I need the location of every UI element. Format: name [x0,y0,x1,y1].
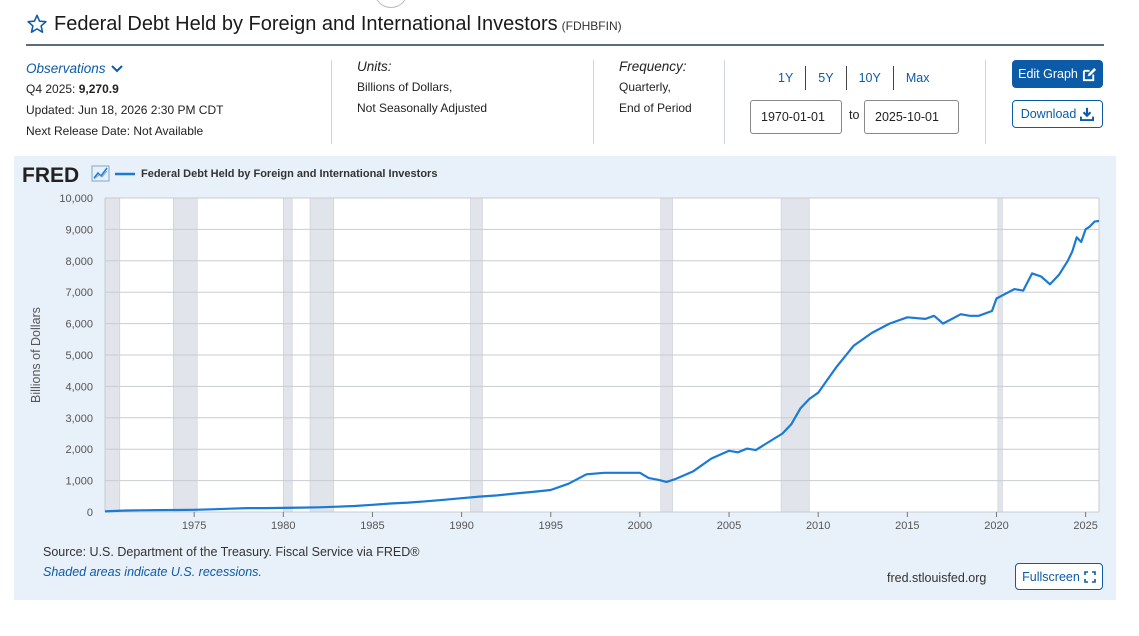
frequency-line2: End of Period [619,101,692,115]
x-tick-label: 1985 [360,520,384,532]
column-divider [331,60,332,144]
units-heading: Units: [357,59,392,74]
latest-observation: Q4 2025: 9,270.9 [26,79,223,100]
observation-value: 9,270.9 [78,82,119,96]
date-to-label: to [849,108,860,122]
y-axis-label: Billions of Dollars [29,307,43,403]
x-tick-label: 2005 [717,520,741,532]
edit-graph-button[interactable]: Edit Graph [1012,60,1103,88]
fullscreen-button[interactable]: Fullscreen [1015,563,1103,590]
x-tick-label: 2000 [628,520,652,532]
source-text: Source: U.S. Department of the Treasury.… [43,545,420,559]
y-tick-label: 8,000 [65,256,93,268]
range-max-button[interactable]: Max [905,71,930,85]
y-tick-label: 1,000 [65,476,93,488]
fullscreen-label: Fullscreen [1022,569,1080,584]
y-tick-label: 4,000 [65,381,93,393]
graph-panel: 0 1,000 2,000 3,000 4,000 5,000 6,000 7,000 8,00… [14,156,1116,600]
updated-text: Updated: Jun 18, 2026 2:30 PM CDT [26,103,224,117]
x-tick-label: 1975 [182,520,206,532]
frequency-heading: Frequency: [619,59,687,74]
frequency-line1: Quarterly, [619,80,671,94]
column-divider [724,60,725,144]
x-tick-label: 2025 [1073,520,1097,532]
range-5y-button[interactable]: 5Y [818,71,834,85]
units-line2: Not Seasonally Adjusted [357,101,488,115]
range-10y-button[interactable]: 10Y [858,71,881,85]
x-tick-label: 1995 [538,520,562,532]
download-icon [1080,107,1095,121]
x-tick-label: 2015 [895,520,919,532]
range-divider [805,66,807,90]
x-tick-label: 1980 [271,520,295,532]
observations-block: Observations Q4 2025: 9,270.9 Updated: J… [26,58,223,142]
x-tick-label: 2020 [984,520,1008,532]
range-divider [892,66,894,90]
units-block: Units: Billions of Dollars, Not Seasonal… [357,56,487,119]
observations-toggle[interactable]: Observations [26,58,223,79]
range-buttons: 1Y 5Y 10Y Max [766,66,941,90]
site-url: fred.stlouisfed.org [887,571,987,585]
frequency-block: Frequency: Quarterly, End of Period [619,56,692,119]
column-divider [985,60,986,144]
range-divider [845,66,847,90]
y-tick-label: 10,000 [59,193,93,205]
x-tick-label: 2010 [806,520,830,532]
range-1y-button[interactable]: 1Y [778,71,794,85]
end-date-input[interactable]: 2025-10-01 [864,100,959,134]
observation-period: Q4 2025: [26,82,76,96]
x-tick-label: 1990 [449,520,473,532]
legend-label: Federal Debt Held by Foreign and Interna… [141,168,437,180]
chevron-down-icon [110,64,123,72]
recession-note: Shaded areas indicate U.S. recessions. [43,565,262,579]
column-divider [593,60,594,144]
fullscreen-icon [1084,570,1096,583]
star-icon[interactable] [26,13,48,35]
y-tick-label: 6,000 [65,319,93,331]
y-tick-label: 2,000 [65,444,93,456]
y-tick-label: 3,000 [65,413,93,425]
download-label: Download [1020,107,1077,121]
edit-graph-label: Edit Graph [1018,67,1078,81]
edit-icon [1082,67,1096,81]
series-line [104,219,1100,513]
start-date-input[interactable]: 1970-01-01 [750,100,842,134]
series-id: (FDHBFIN) [561,19,622,33]
next-release-text: Next Release Date: Not Available [26,124,204,138]
y-tick-label: 5,000 [65,350,93,362]
title-row: Federal Debt Held by Foreign and Interna… [26,10,622,38]
observations-label: Observations [26,61,106,76]
fred-chart: 0 1,000 2,000 3,000 4,000 5,000 6,000 7,000 8,00… [22,164,1100,532]
page-title: Federal Debt Held by Foreign and Interna… [54,12,558,35]
units-line1: Billions of Dollars, [357,80,453,94]
fred-logo: FRED [22,164,79,187]
y-tick-label: 0 [87,507,93,519]
download-button[interactable]: Download [1012,100,1103,128]
scroll-tab[interactable] [374,0,408,8]
title-divider [26,44,1104,46]
y-tick-label: 9,000 [65,224,93,236]
fred-logo-chart-icon [91,165,110,182]
y-tick-label: 7,000 [65,287,93,299]
